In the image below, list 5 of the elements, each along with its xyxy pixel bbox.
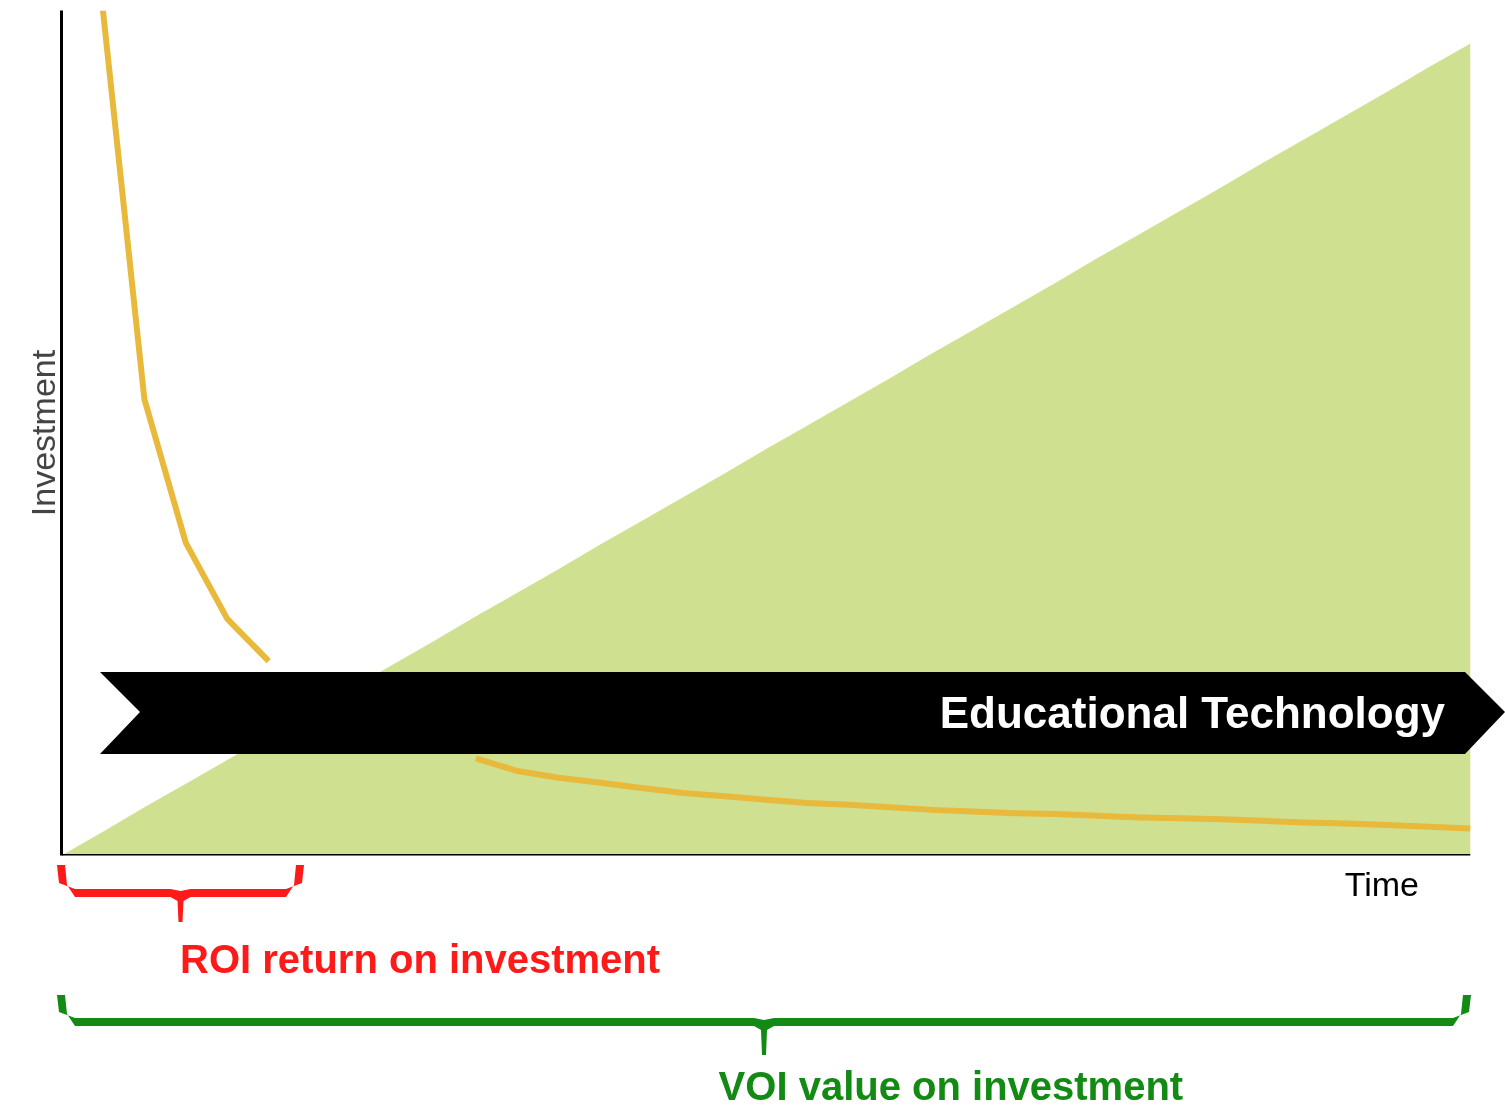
x-axis-title: Time (1344, 864, 1420, 903)
text: ROI return on investment (180, 936, 661, 981)
annotation: Educational Technology (939, 687, 1446, 737)
y-axis-title: Investment (23, 349, 62, 517)
text: VOI value on investment (718, 1063, 1184, 1108)
